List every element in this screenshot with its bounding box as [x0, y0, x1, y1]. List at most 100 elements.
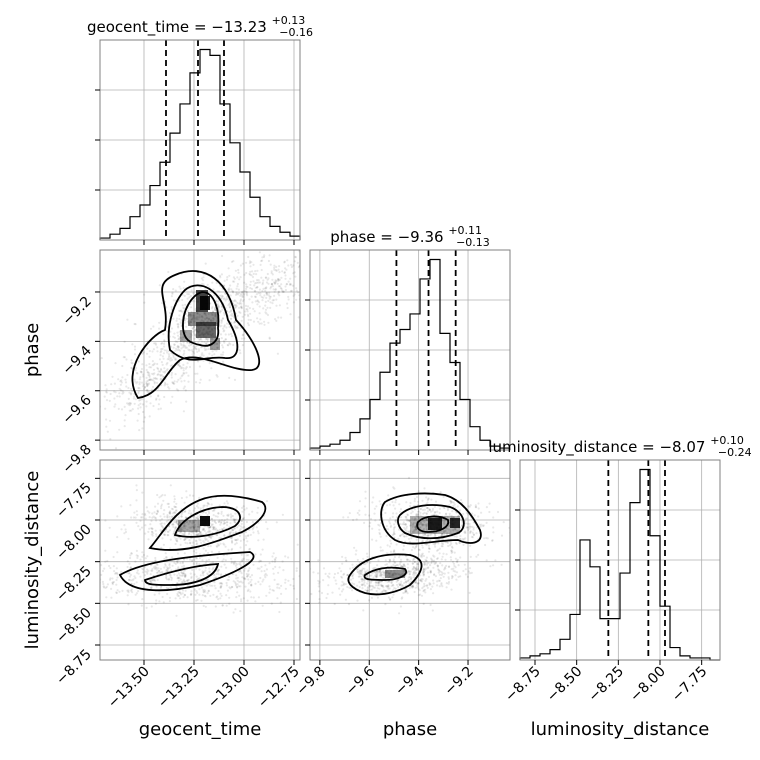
sample-point — [174, 349, 177, 352]
sample-point — [116, 515, 119, 518]
sample-point — [236, 563, 239, 566]
sample-point — [418, 589, 421, 592]
sample-point — [209, 536, 213, 539]
sample-point — [388, 558, 391, 561]
sample-point — [141, 516, 144, 519]
sample-point — [407, 576, 410, 579]
sample-point — [452, 515, 455, 519]
sample-point — [214, 515, 217, 518]
sample-point — [412, 571, 415, 574]
sample-point — [238, 569, 242, 572]
sample-point — [268, 291, 271, 294]
sample-point — [177, 577, 180, 580]
sample-point — [265, 286, 268, 289]
sample-point — [305, 286, 307, 288]
sample-point — [151, 512, 154, 515]
sample-point — [192, 526, 196, 530]
sample-point — [175, 539, 178, 542]
sample-point — [385, 563, 389, 566]
sample-point — [163, 367, 166, 370]
sample-point — [273, 264, 276, 267]
sample-point — [228, 532, 231, 535]
sample-point — [409, 521, 413, 525]
sample-point — [190, 531, 193, 534]
sample-point — [406, 558, 409, 561]
sample-point — [142, 351, 145, 354]
sample-point — [204, 595, 207, 598]
sample-point — [184, 573, 187, 576]
sample-point — [120, 528, 123, 531]
sample-point — [250, 584, 253, 587]
sample-point — [322, 567, 326, 570]
sample-point — [387, 585, 390, 588]
sample-point — [442, 495, 445, 498]
sample-point — [394, 568, 397, 571]
sample-point — [156, 571, 159, 574]
sample-point — [191, 559, 194, 563]
sample-point — [172, 288, 175, 291]
sample-point — [128, 572, 131, 575]
sample-point — [130, 361, 133, 364]
sample-point — [218, 504, 221, 507]
sample-point — [386, 504, 389, 507]
sample-point — [279, 287, 282, 290]
sample-point — [433, 555, 436, 558]
sample-point — [477, 515, 480, 518]
sample-point — [229, 310, 233, 313]
sample-point — [116, 589, 119, 592]
sample-point — [241, 334, 244, 337]
sample-point — [413, 573, 416, 577]
sample-point — [190, 525, 193, 529]
sample-point — [198, 577, 201, 580]
sample-point — [425, 518, 428, 522]
sample-point — [248, 272, 251, 275]
sample-point — [398, 583, 401, 586]
sample-point — [135, 366, 138, 370]
sample-point — [160, 518, 164, 521]
sample-point — [401, 596, 404, 599]
sample-point — [53, 572, 55, 574]
sample-point — [432, 559, 436, 562]
sample-point — [369, 588, 372, 591]
sample-point — [183, 558, 186, 561]
sample-point — [408, 559, 411, 562]
sample-point — [202, 604, 205, 608]
sample-point — [336, 576, 338, 578]
sample-point — [265, 312, 268, 315]
sample-point — [193, 330, 196, 333]
sample-point — [186, 341, 189, 344]
sample-point — [168, 311, 172, 314]
sample-point — [302, 522, 304, 524]
sample-point — [216, 595, 219, 598]
sample-point — [251, 528, 254, 531]
sample-point — [268, 336, 271, 339]
sample-point — [378, 528, 381, 531]
sample-point — [100, 564, 103, 567]
sample-point — [167, 519, 170, 522]
sample-point — [422, 589, 426, 592]
sample-point — [133, 348, 137, 351]
sample-point — [436, 557, 439, 561]
sample-point — [90, 585, 92, 587]
sample-point — [150, 605, 153, 608]
sample-point — [265, 521, 268, 524]
histogram-geocent-time — [99, 48, 301, 240]
sample-point — [248, 547, 252, 551]
sample-point — [434, 545, 437, 548]
sample-point — [148, 349, 151, 353]
sample-point — [190, 580, 193, 583]
sample-point — [156, 510, 159, 513]
sample-point — [160, 522, 163, 525]
sample-point — [233, 303, 237, 306]
sample-point — [122, 356, 125, 359]
sample-point — [372, 496, 375, 499]
sample-point — [114, 572, 117, 575]
sample-point — [424, 579, 427, 582]
sample-point — [198, 553, 202, 556]
sample-point — [226, 521, 229, 524]
sample-point — [159, 351, 162, 354]
sample-point — [205, 584, 208, 587]
sample-point — [442, 537, 445, 540]
sample-point — [188, 494, 192, 497]
sample-point — [228, 575, 231, 579]
